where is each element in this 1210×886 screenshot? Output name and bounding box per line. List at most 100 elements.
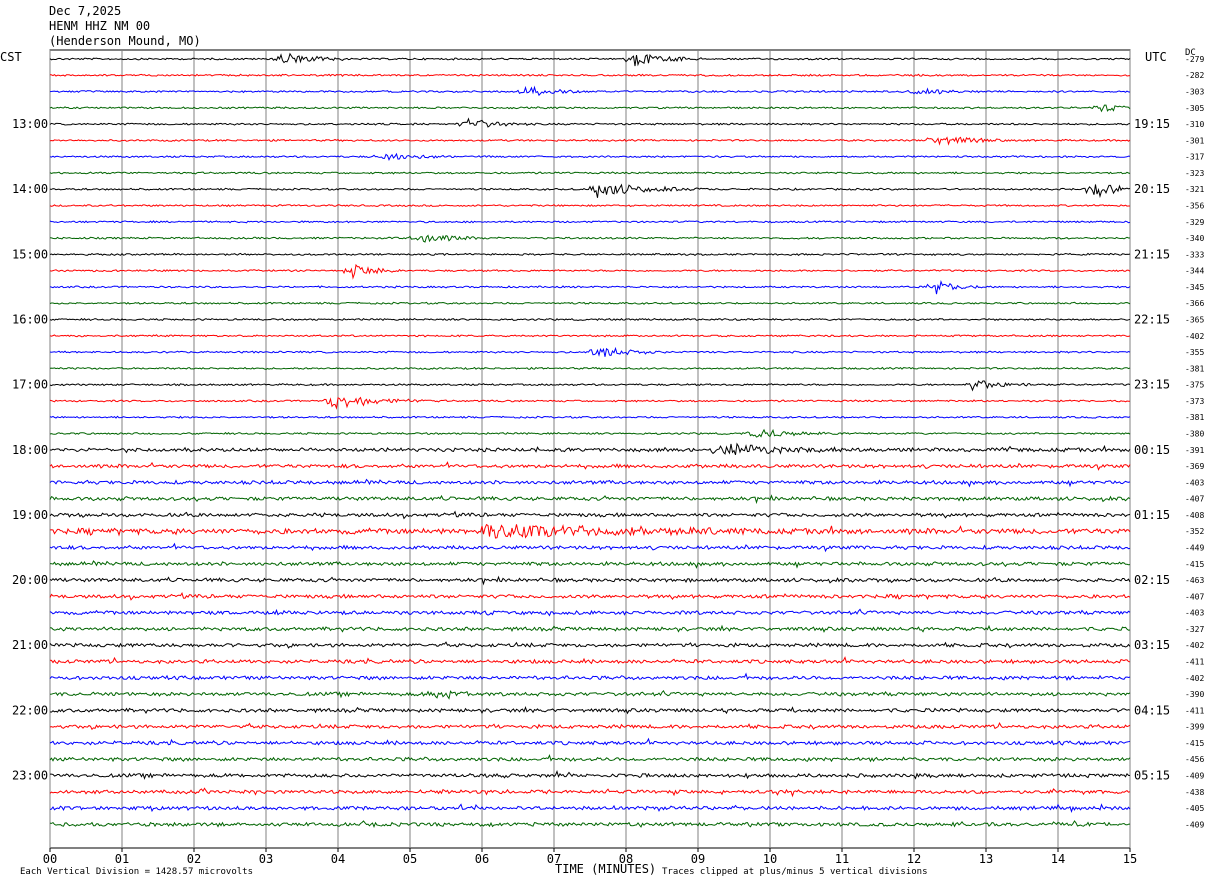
dc-offset-label: -409: [1185, 772, 1204, 781]
x-tick-label: 05: [403, 852, 417, 866]
trace-row-20: [49, 380, 1131, 392]
dc-offset-label: -279: [1185, 55, 1204, 64]
trace-row-37: [49, 656, 1131, 665]
trace-row-5: [49, 136, 1131, 146]
trace-row-7: [49, 171, 1131, 175]
trace-row-45: [49, 787, 1131, 798]
dc-offset-label: -438: [1185, 788, 1204, 797]
trace-row-46: [49, 803, 1131, 813]
right-time-label: 03:15: [1134, 638, 1170, 652]
x-tick-label: 03: [259, 852, 273, 866]
dc-offset-label: -321: [1185, 185, 1204, 194]
dc-offset-label: -305: [1185, 104, 1204, 113]
dc-offset-label: -310: [1185, 120, 1204, 129]
dc-offset-label: -403: [1185, 478, 1204, 487]
dc-offset-label: -352: [1185, 527, 1204, 536]
trace-row-3: [49, 104, 1131, 113]
scale-note: Each Vertical Division = 1428.57 microvo…: [20, 867, 253, 877]
trace-row-32: [49, 575, 1131, 586]
x-tick-label: 01: [115, 852, 129, 866]
dc-offset-label: -449: [1185, 544, 1204, 553]
trace-row-38: [49, 672, 1131, 681]
x-tick-label: 07: [547, 852, 561, 866]
trace-row-1: [49, 73, 1131, 77]
dc-offset-label: -411: [1185, 706, 1204, 715]
left-time-label: 20:00: [12, 573, 48, 587]
left-time-label: 18:00: [12, 443, 48, 457]
dc-offset-label: -408: [1185, 511, 1204, 520]
trace-row-15: [49, 301, 1131, 305]
left-zone-label: CST: [0, 50, 22, 64]
dc-offset-label: -407: [1185, 592, 1204, 601]
x-axis-title: TIME (MINUTES): [555, 862, 657, 876]
trace-row-23: [49, 428, 1131, 438]
dc-offset-label: -365: [1185, 316, 1204, 325]
x-tick-label: 13: [979, 852, 993, 866]
trace-row-17: [49, 334, 1131, 338]
x-tick-label: 09: [691, 852, 705, 866]
dc-offset-label: -399: [1185, 723, 1204, 732]
trace-row-26: [49, 478, 1131, 488]
trace-row-11: [49, 234, 1130, 243]
trace-row-39: [49, 689, 1131, 700]
dc-offset-label: -329: [1185, 218, 1204, 227]
dc-offset-label: -317: [1185, 153, 1204, 162]
trace-row-43: [49, 754, 1131, 763]
trace-row-29: [49, 523, 1131, 539]
right-time-label: 21:15: [1134, 247, 1170, 261]
right-time-label: 19:15: [1134, 117, 1170, 131]
trace-row-14: [49, 279, 1131, 295]
trace-row-13: [49, 263, 1131, 280]
x-tick-label: 11: [835, 852, 849, 866]
trace-row-21: [49, 396, 1131, 410]
trace-row-33: [49, 592, 1131, 601]
trace-row-41: [49, 721, 1131, 731]
trace-row-18: [49, 346, 1131, 357]
dc-offset-label: -463: [1185, 576, 1204, 585]
left-time-label: 22:00: [12, 703, 48, 717]
dc-offset-label: -402: [1185, 641, 1204, 650]
header-location: (Henderson Mound, MO): [49, 34, 201, 48]
dc-offset-label: -403: [1185, 609, 1204, 618]
trace-row-47: [49, 820, 1131, 829]
header-station: HENM HHZ NM 00: [49, 19, 151, 33]
dc-offset-label: -355: [1185, 348, 1204, 357]
dc-offset-label: -456: [1185, 755, 1204, 764]
dc-offset-label: -407: [1185, 495, 1204, 504]
dc-offset-label: -411: [1185, 658, 1204, 667]
x-tick-label: 02: [187, 852, 201, 866]
dc-offset-label: -366: [1185, 299, 1204, 308]
right-time-label: 01:15: [1134, 508, 1170, 522]
trace-row-22: [49, 415, 1131, 419]
x-tick-label: 00: [43, 852, 57, 866]
dc-offset-label: -333: [1185, 250, 1204, 259]
trace-row-34: [49, 608, 1131, 617]
right-time-label: 02:15: [1134, 573, 1170, 587]
left-time-label: 19:00: [12, 508, 48, 522]
dc-offset-label: -405: [1185, 804, 1204, 813]
left-time-label: 21:00: [12, 638, 48, 652]
trace-row-6: [49, 152, 1131, 161]
axis-labels: 00 01 02 03 04 05 06 07 08 09 10 11 12 13 14 15 -279 -282…: [12, 55, 1204, 866]
x-tick-label: 15: [1123, 852, 1137, 866]
trace-row-8: [49, 183, 1131, 199]
dc-offset-label: -375: [1185, 381, 1204, 390]
x-tick-label: 06: [475, 852, 489, 866]
left-time-label: 23:00: [12, 769, 48, 783]
x-tick-label: 10: [763, 852, 777, 866]
right-time-label: 20:15: [1134, 182, 1170, 196]
trace-row-12: [49, 252, 1131, 257]
left-time-label: 15:00: [12, 247, 48, 261]
trace-row-4: [49, 117, 1131, 128]
dc-offset-label: -356: [1185, 202, 1204, 211]
dc-offset-label: -301: [1185, 136, 1204, 145]
dc-offset-label: -369: [1185, 462, 1204, 471]
right-time-label: 22:15: [1134, 313, 1170, 327]
left-time-label: 13:00: [12, 117, 48, 131]
left-time-label: 16:00: [12, 313, 48, 327]
trace-row-24: [49, 442, 1131, 455]
x-tick-label: 08: [619, 852, 633, 866]
dc-offset-label: -415: [1185, 560, 1204, 569]
trace-row-10: [49, 220, 1131, 224]
